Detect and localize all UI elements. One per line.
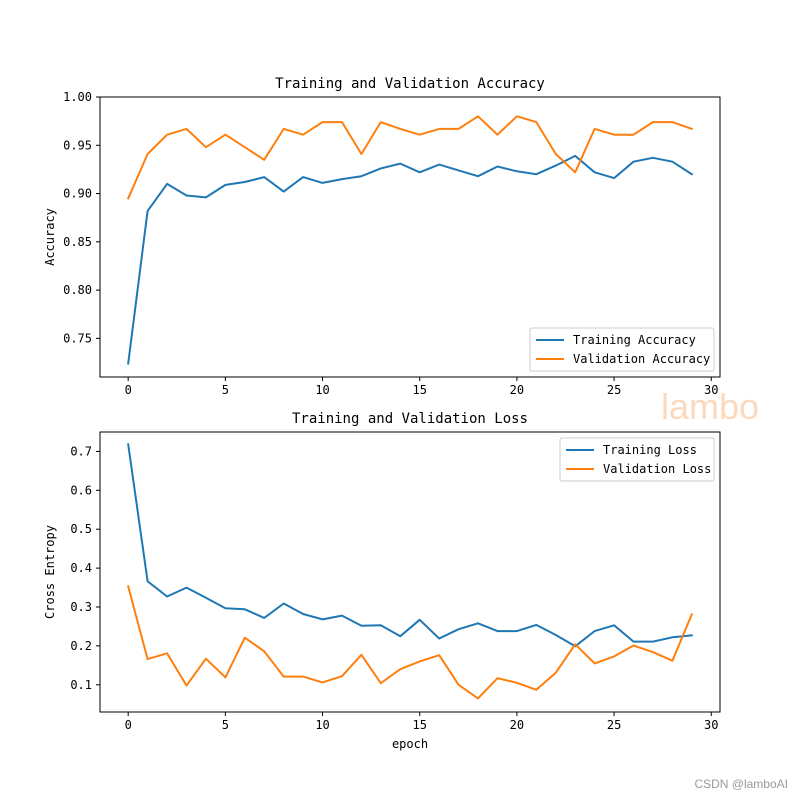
x-tick-label: 10	[315, 383, 329, 397]
series-line-training	[127, 154, 694, 365]
x-tick-label: 15	[412, 383, 426, 397]
y-tick-label: 0.4	[70, 561, 92, 575]
lambo-watermark: lambo	[661, 386, 760, 427]
x-tick-label: 5	[222, 383, 229, 397]
x-tick-label: 15	[412, 718, 426, 732]
legend-box	[559, 437, 715, 482]
csdn-watermark: CSDN @lamboAI	[694, 777, 788, 791]
x-tick-label: 0	[125, 718, 132, 732]
x-tick-label: 30	[704, 718, 718, 732]
y-tick-label: 1.00	[63, 90, 92, 104]
x-tick-label: 25	[607, 383, 621, 397]
loss-chart: 0 5 10 15 20 25 30 0.1 0.2 0.3 0.4 0.5 0.6 0.7 Trainin…	[43, 411, 721, 751]
x-tick-label: 25	[607, 718, 621, 732]
chart-title: Training and Validation Accuracy	[275, 76, 545, 92]
x-tick-label: 5	[222, 718, 229, 732]
y-tick-label: 0.90	[63, 187, 92, 201]
y-tick-label: 0.75	[63, 331, 92, 345]
series-line-training	[127, 443, 693, 648]
x-tick-label: 20	[510, 383, 524, 397]
y-tick-label: 0.5	[70, 522, 92, 536]
series-line-validation	[126, 115, 694, 200]
y-tick-label: 0.3	[70, 600, 92, 614]
y-tick-label: 0.1	[70, 678, 92, 692]
x-tick-label: 10	[315, 718, 329, 732]
chart-title: Training and Validation Loss	[292, 411, 528, 427]
y-tick-label: 0.2	[70, 639, 92, 653]
y-tick-label: 0.7	[70, 444, 92, 458]
x-tick-label: 20	[510, 718, 524, 732]
series-line-validation	[126, 585, 694, 700]
y-axis-label: Cross Entropy	[43, 525, 57, 619]
y-tick-label: 0.95	[63, 138, 92, 152]
legend: Training Accuracy Validation Accuracy	[529, 327, 715, 372]
legend-box	[529, 327, 715, 372]
y-axis-label: Accuracy	[43, 208, 57, 266]
y-tick-label: 0.85	[63, 235, 92, 249]
accuracy-chart: 0 5 10 15 20 25 30 0.75 0.80 0.85 0.90 0.95 1.00 Trai…	[43, 76, 721, 397]
x-tick-label: 30	[704, 383, 718, 397]
legend: Training Loss Validation Loss	[559, 437, 715, 482]
x-tick-label: 0	[125, 383, 132, 397]
legend-label: Validation Loss	[603, 462, 711, 476]
legend-label: Training Loss	[603, 443, 697, 457]
legend-label: Validation Accuracy	[573, 352, 710, 366]
x-axis-label: epoch	[392, 737, 428, 751]
y-tick-label: 0.80	[63, 283, 92, 297]
y-tick-label: 0.6	[70, 483, 92, 497]
legend-label: Training Accuracy	[573, 333, 696, 347]
